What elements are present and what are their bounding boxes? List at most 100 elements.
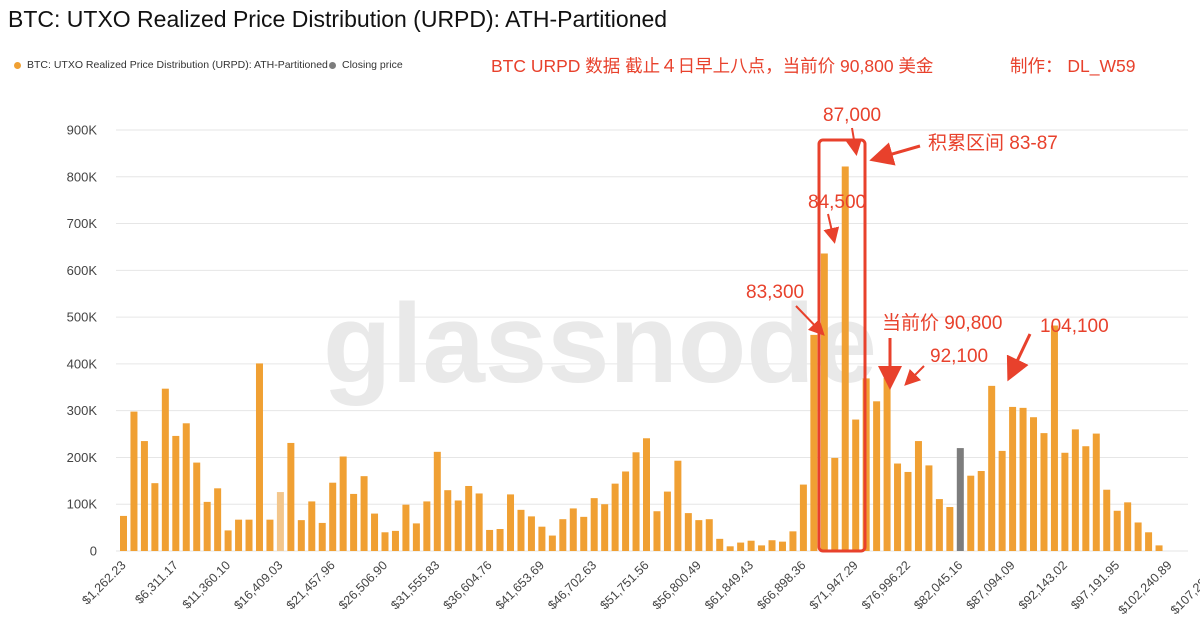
urpd-bar[interactable] bbox=[1082, 446, 1090, 551]
urpd-bar[interactable] bbox=[726, 546, 734, 551]
urpd-bar[interactable] bbox=[1134, 522, 1142, 551]
urpd-bar[interactable] bbox=[653, 511, 661, 551]
urpd-bar[interactable] bbox=[904, 471, 912, 551]
urpd-bar[interactable] bbox=[852, 419, 860, 551]
urpd-bar[interactable] bbox=[182, 423, 190, 551]
urpd-bar[interactable] bbox=[391, 530, 399, 551]
urpd-bar[interactable] bbox=[831, 457, 839, 551]
urpd-bar[interactable] bbox=[224, 530, 232, 551]
urpd-bar[interactable] bbox=[1071, 429, 1079, 551]
urpd-bar[interactable] bbox=[1092, 433, 1100, 551]
urpd-bar[interactable] bbox=[161, 388, 169, 551]
urpd-bar[interactable] bbox=[663, 491, 671, 551]
urpd-bar[interactable] bbox=[1019, 407, 1027, 551]
legend-item-closing[interactable]: Closing price bbox=[329, 59, 403, 71]
urpd-bar[interactable] bbox=[810, 334, 818, 551]
urpd-bar[interactable] bbox=[255, 363, 263, 551]
urpd-bar[interactable] bbox=[475, 493, 483, 551]
urpd-bar[interactable] bbox=[130, 411, 138, 551]
urpd-bar[interactable] bbox=[1103, 489, 1111, 551]
urpd-bar[interactable] bbox=[611, 483, 619, 551]
urpd-bar[interactable] bbox=[768, 540, 776, 551]
urpd-bar[interactable] bbox=[643, 438, 650, 551]
urpd-bar[interactable] bbox=[1155, 545, 1163, 551]
urpd-bar[interactable] bbox=[496, 529, 504, 551]
urpd-bar[interactable] bbox=[548, 535, 556, 551]
urpd-bar[interactable] bbox=[914, 441, 922, 551]
urpd-bar[interactable] bbox=[151, 483, 159, 551]
urpd-bar[interactable] bbox=[412, 523, 420, 551]
urpd-bar[interactable] bbox=[559, 519, 567, 551]
urpd-bar[interactable] bbox=[1113, 510, 1121, 551]
urpd-bar[interactable] bbox=[1061, 452, 1069, 551]
urpd-bar[interactable] bbox=[789, 531, 797, 551]
urpd-bar[interactable] bbox=[873, 401, 881, 551]
urpd-bar[interactable] bbox=[203, 501, 211, 551]
urpd-bar[interactable] bbox=[120, 515, 127, 551]
urpd-bar[interactable] bbox=[988, 385, 996, 551]
urpd-bar[interactable] bbox=[799, 484, 807, 551]
urpd-bar[interactable] bbox=[193, 462, 201, 551]
urpd-bar[interactable] bbox=[318, 522, 326, 551]
urpd-bar[interactable] bbox=[245, 519, 253, 551]
urpd-bar[interactable] bbox=[339, 456, 347, 551]
urpd-bar[interactable] bbox=[465, 485, 473, 551]
urpd-bar[interactable] bbox=[998, 450, 1006, 551]
urpd-bar[interactable] bbox=[276, 492, 284, 551]
urpd-bar[interactable] bbox=[1030, 417, 1038, 551]
urpd-bar[interactable] bbox=[266, 519, 274, 551]
urpd-bar[interactable] bbox=[214, 488, 222, 551]
urpd-bar[interactable] bbox=[172, 435, 180, 551]
urpd-bar[interactable] bbox=[444, 490, 452, 551]
urpd-bar[interactable] bbox=[967, 475, 975, 551]
urpd-bar[interactable] bbox=[527, 516, 535, 551]
urpd-bar[interactable] bbox=[569, 508, 577, 551]
urpd-bar[interactable] bbox=[977, 471, 985, 551]
urpd-bar[interactable] bbox=[590, 498, 598, 551]
urpd-bar[interactable] bbox=[538, 526, 546, 551]
urpd-bar[interactable] bbox=[360, 476, 368, 551]
urpd-bar[interactable] bbox=[1050, 325, 1058, 551]
urpd-bar[interactable] bbox=[674, 460, 682, 551]
urpd-bar[interactable] bbox=[287, 442, 295, 551]
urpd-bar[interactable] bbox=[622, 471, 630, 551]
urpd-bar[interactable] bbox=[433, 451, 441, 551]
urpd-bar[interactable] bbox=[841, 166, 849, 552]
urpd-bar[interactable] bbox=[381, 532, 389, 551]
urpd-bar[interactable] bbox=[371, 513, 379, 551]
urpd-bar[interactable] bbox=[716, 538, 724, 551]
urpd-bar[interactable] bbox=[454, 500, 462, 551]
urpd-bar[interactable] bbox=[1009, 406, 1017, 551]
urpd-bar[interactable] bbox=[684, 513, 692, 551]
urpd-bar[interactable] bbox=[329, 482, 337, 551]
legend-item-urpd[interactable]: BTC: UTXO Realized Price Distribution (U… bbox=[14, 59, 328, 71]
urpd-bar[interactable] bbox=[1145, 532, 1153, 551]
urpd-bar[interactable] bbox=[747, 540, 755, 551]
urpd-bar[interactable] bbox=[350, 493, 358, 551]
urpd-bar[interactable] bbox=[894, 463, 902, 551]
urpd-bar[interactable] bbox=[946, 507, 954, 551]
urpd-bar[interactable] bbox=[737, 542, 745, 551]
urpd-bar[interactable] bbox=[517, 509, 525, 551]
urpd-bar[interactable] bbox=[423, 501, 431, 551]
urpd-bar[interactable] bbox=[297, 520, 305, 551]
closing-price-bar[interactable] bbox=[956, 448, 964, 551]
urpd-bar[interactable] bbox=[820, 253, 828, 552]
urpd-bar[interactable] bbox=[507, 494, 515, 551]
urpd-bar[interactable] bbox=[486, 529, 494, 551]
urpd-bar[interactable] bbox=[140, 441, 148, 551]
urpd-bar[interactable] bbox=[1040, 433, 1048, 551]
urpd-bar[interactable] bbox=[778, 541, 786, 551]
urpd-bar[interactable] bbox=[883, 377, 891, 551]
urpd-bar[interactable] bbox=[580, 516, 588, 551]
urpd-bar[interactable] bbox=[308, 501, 316, 551]
urpd-bar[interactable] bbox=[235, 519, 243, 551]
urpd-bar[interactable] bbox=[705, 519, 713, 551]
urpd-bar[interactable] bbox=[925, 465, 933, 551]
urpd-bar[interactable] bbox=[935, 499, 943, 551]
urpd-bar[interactable] bbox=[1124, 502, 1132, 551]
urpd-bar[interactable] bbox=[695, 520, 703, 551]
urpd-bar[interactable] bbox=[758, 545, 766, 551]
urpd-bar[interactable] bbox=[601, 504, 609, 551]
urpd-bar[interactable] bbox=[632, 452, 640, 551]
